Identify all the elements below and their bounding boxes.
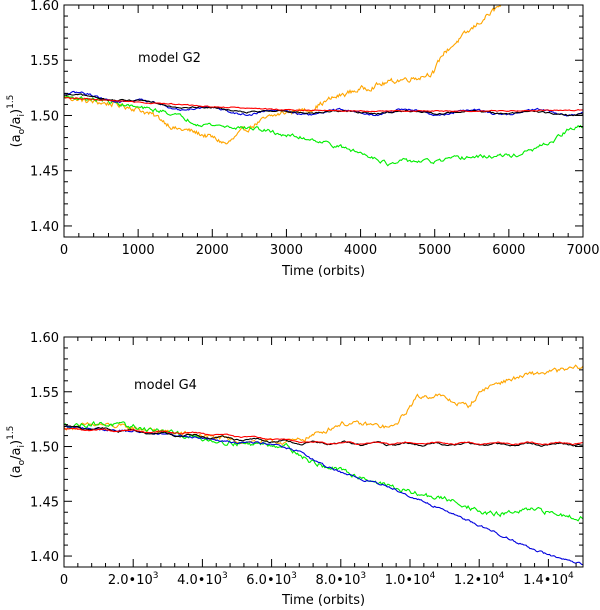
plot-frame xyxy=(63,4,584,238)
y-tick-label: 1.60 xyxy=(30,0,59,14)
series-line-green xyxy=(64,420,583,522)
series-line-black xyxy=(64,93,583,117)
y-tick-label: 1.55 xyxy=(30,54,59,69)
series-line-green xyxy=(64,95,583,167)
x-tick-label: 0 xyxy=(60,243,68,258)
x-axis-label: Time (orbits) xyxy=(281,593,365,608)
x-tick-label: 8.0•103 xyxy=(315,571,366,588)
series-line-black xyxy=(64,425,583,447)
y-axis-label-part: o xyxy=(17,459,27,465)
y-axis-label-part: ) xyxy=(9,109,24,114)
x-tick-exponent: 3 xyxy=(291,571,297,581)
y-tick-label: 1.55 xyxy=(30,386,59,401)
y-tick-label: 1.45 xyxy=(30,495,59,510)
plot-frame xyxy=(63,336,584,568)
series-line-red xyxy=(64,96,583,113)
x-tick-label: 1.2•104 xyxy=(454,571,505,588)
y-axis-label-part: /a xyxy=(9,448,24,460)
x-tick-label: 1000 xyxy=(122,243,155,258)
y-axis-label-part: (a xyxy=(9,465,24,478)
y-axis-label: (ao/ai)1.5 xyxy=(6,426,27,479)
series-line-orange xyxy=(64,5,502,145)
series-group xyxy=(64,364,583,566)
x-tick-exponent: 4 xyxy=(499,571,505,581)
x-tick-exponent: 4 xyxy=(430,571,436,581)
x-tick-exponent: 3 xyxy=(153,571,159,581)
series-group xyxy=(64,5,583,167)
y-axis-label-part: 1.5 xyxy=(6,95,16,109)
x-tick-label: 0 xyxy=(60,573,68,588)
y-axis-label-part: (a xyxy=(9,134,24,147)
x-tick-label: 4000 xyxy=(344,243,377,258)
series-line-blue xyxy=(64,425,583,566)
chart-panel-1: 0 1000 2000 3000 4000 5000 6000 7000 1.40 1.45 1.5… xyxy=(6,0,600,279)
y-axis-label-part: o xyxy=(17,128,27,134)
x-tick-exponent: 3 xyxy=(360,571,366,581)
x-tick-label: 6000 xyxy=(492,243,525,258)
x-tick-label: 1.0•104 xyxy=(385,571,436,588)
x-tick-label: 4.0•103 xyxy=(177,571,228,588)
x-tick-label: 3000 xyxy=(270,243,303,258)
y-tick-label: 1.40 xyxy=(30,220,59,235)
model-annotation: model G2 xyxy=(138,51,201,66)
x-tick-exponent: 4 xyxy=(568,571,574,581)
y-axis-label-part: i xyxy=(17,445,27,448)
y-axis-label: (ao/ai)1.5 xyxy=(6,95,27,148)
x-tick-label: 2000 xyxy=(196,243,229,258)
series-line-red xyxy=(64,427,583,446)
x-axis-label: Time (orbits) xyxy=(281,264,365,279)
x-tick-label: 6.0•103 xyxy=(246,571,297,588)
x-tick-exponent: 3 xyxy=(222,571,228,581)
model-annotation: model G4 xyxy=(134,378,197,393)
y-tick-label: 1.45 xyxy=(30,165,59,180)
y-axis-label-part: /a xyxy=(9,117,24,129)
y-tick-label: 1.50 xyxy=(30,109,59,124)
y-tick-label: 1.60 xyxy=(30,331,59,346)
x-tick-label: 7000 xyxy=(566,243,599,258)
y-axis-label-part: i xyxy=(17,114,27,117)
y-axis-label-part: ) xyxy=(9,440,24,445)
x-tick-label: 2.0•103 xyxy=(108,571,159,588)
x-tick-label: 5000 xyxy=(418,243,451,258)
y-axis-label-part: 1.5 xyxy=(6,426,16,440)
y-tick-label: 1.50 xyxy=(30,441,59,456)
y-tick-label: 1.40 xyxy=(30,550,59,565)
chart-panel-2: 0 2.0•103 4.0•103 6.0•103 8.0•103 1.0•104 1.2•… xyxy=(6,331,584,608)
x-tick-label: 1.4•104 xyxy=(523,571,574,588)
